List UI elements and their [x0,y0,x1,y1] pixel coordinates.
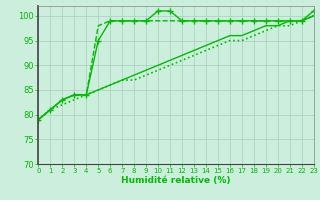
X-axis label: Humidité relative (%): Humidité relative (%) [121,176,231,185]
